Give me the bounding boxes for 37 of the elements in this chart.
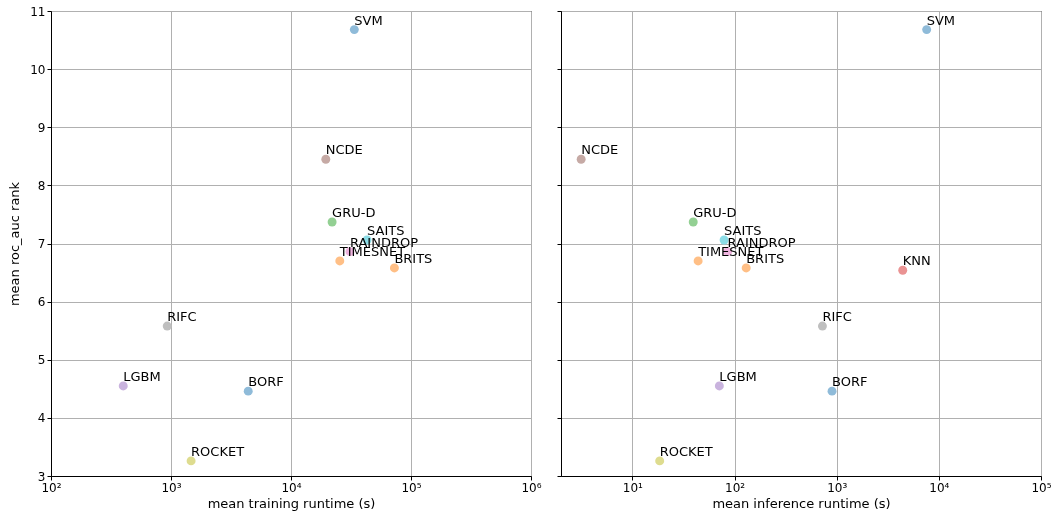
series-label: SAITS bbox=[724, 223, 762, 239]
series-label: RIFC bbox=[822, 309, 852, 325]
series-label: RIFC bbox=[167, 309, 197, 325]
x-tick-label: 10³ bbox=[827, 480, 848, 495]
x-axis-title: mean inference runtime (s) bbox=[712, 495, 891, 511]
x-tick-label: 10² bbox=[725, 480, 746, 495]
series-label: NCDE bbox=[325, 142, 363, 158]
x-tick-label: 10⁵ bbox=[401, 480, 422, 495]
x-tick-label: 10⁶ bbox=[521, 480, 542, 495]
x-tick-label: 10¹ bbox=[622, 480, 644, 495]
series-label: LGBM bbox=[123, 368, 161, 384]
y-axis-title: mean roc_auc rank bbox=[7, 181, 23, 307]
y-tick-label: 10 bbox=[30, 62, 46, 77]
x-tick-label: 10⁴ bbox=[929, 480, 950, 495]
series-label: SVM bbox=[926, 12, 956, 28]
x-tick-label: 10⁵ bbox=[1031, 480, 1052, 495]
series-label: BORF bbox=[832, 374, 868, 390]
series-label: SVM bbox=[354, 12, 383, 28]
series-label: GRU-D bbox=[693, 204, 737, 220]
series-label: LGBM bbox=[719, 368, 757, 384]
x-tick-label: 10³ bbox=[161, 480, 182, 495]
series-label: SAITS bbox=[367, 223, 405, 239]
y-tick-label: 4 bbox=[37, 411, 46, 426]
series-label: GRU-D bbox=[332, 204, 376, 220]
y-tick-label: 7 bbox=[37, 237, 46, 251]
y-tick-label: 5 bbox=[37, 353, 46, 368]
y-tick-label: 11 bbox=[30, 4, 46, 19]
y-tick-label: 6 bbox=[37, 295, 46, 310]
x-axis-title: mean training runtime (s) bbox=[207, 495, 376, 511]
series-label: BORF bbox=[248, 374, 284, 390]
series-label: NCDE bbox=[581, 142, 619, 158]
y-tick-label: 9 bbox=[37, 120, 46, 135]
series-label: ROCKET bbox=[191, 443, 245, 459]
x-tick-label: 10⁴ bbox=[281, 480, 302, 495]
series-label: KNN bbox=[902, 253, 931, 269]
y-tick-label: 8 bbox=[37, 178, 46, 193]
series-label: ROCKET bbox=[659, 443, 713, 459]
